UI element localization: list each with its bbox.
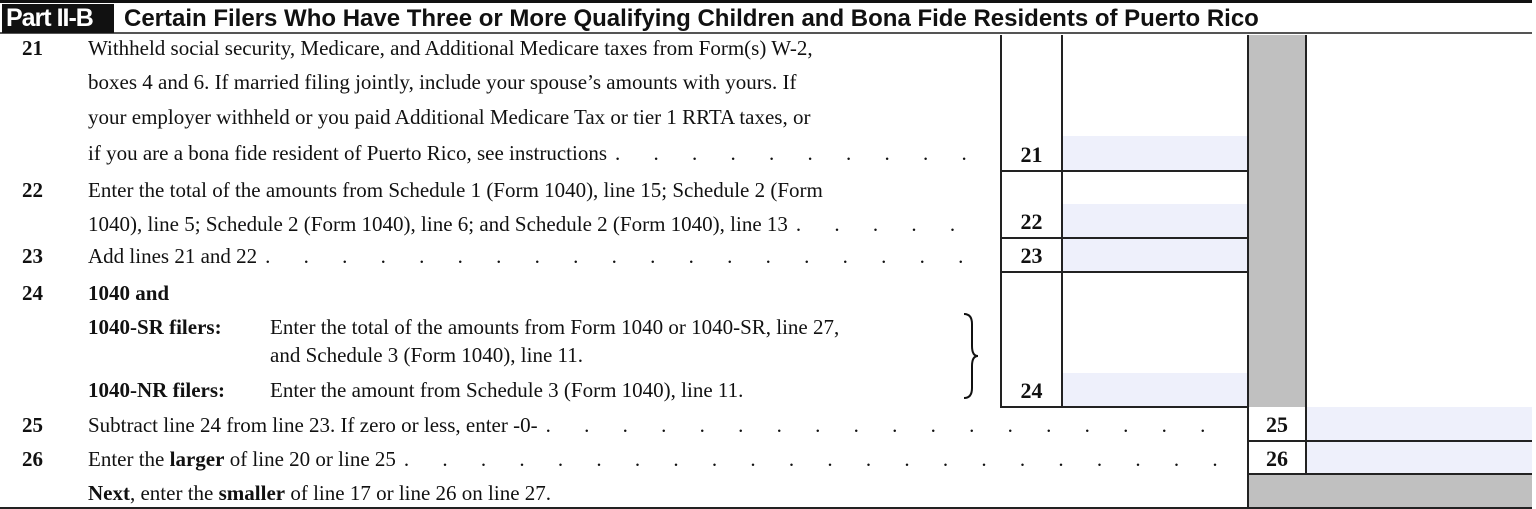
- line-number-21: 21: [22, 36, 43, 60]
- line-24-sr-label: 1040-SR filers:: [88, 315, 222, 339]
- line-21-text-4-content: if you are a bona fide resident of Puert…: [88, 141, 608, 165]
- box-label-25: 25: [1266, 412, 1288, 437]
- line-25-text: Subtract line 24 from line 23. If zero o…: [88, 412, 1233, 438]
- box-label-26: 26: [1266, 446, 1288, 471]
- line-24-heading: 1040 and: [88, 281, 170, 305]
- divider: [1061, 35, 1063, 408]
- box-label-21: 21: [1020, 142, 1043, 167]
- line-number-24: 24: [22, 281, 43, 305]
- divider: [1000, 170, 1248, 172]
- line-26-text: Enter the larger of line 20 or line 25 . …: [88, 446, 1233, 472]
- leader-dots: . . . . . . . . . . . . . . . . . . . . …: [265, 244, 983, 268]
- box-label-23: 23: [1020, 243, 1043, 268]
- line-number-25: 25: [22, 413, 43, 437]
- line-26-bold: larger: [169, 447, 225, 471]
- next-bold-a: Next: [88, 481, 130, 505]
- box-label-24: 24: [1020, 378, 1043, 403]
- box-label-22: 22: [1020, 209, 1043, 234]
- next-text-b: of line 17 or line 26 on line 27.: [285, 481, 552, 505]
- part-header: Part II-B Certain Filers Who Have Three …: [0, 0, 1532, 34]
- line-25-input[interactable]: [1307, 407, 1532, 441]
- divider: [1000, 35, 1002, 408]
- leader-dots: . . . . . . . . . . . . . . . . . . . . …: [545, 413, 1233, 437]
- line-21-input[interactable]: [1063, 136, 1248, 170]
- divider: [1248, 473, 1532, 475]
- line-26-text-a: Enter the: [88, 447, 170, 471]
- part-label: Part II-B: [2, 4, 114, 33]
- line-26-input[interactable]: [1307, 442, 1532, 474]
- line-23-text-content: Add lines 21 and 22: [88, 244, 258, 268]
- part-title: Certain Filers Who Have Three or More Qu…: [124, 5, 1259, 32]
- divider: [1248, 440, 1532, 442]
- divider: [1000, 237, 1248, 239]
- line-number-23: 23: [22, 244, 43, 268]
- line-22-text-2: 1040), line 5; Schedule 2 (Form 1040), l…: [88, 211, 983, 237]
- line-number-22: 22: [22, 178, 43, 202]
- divider: [1000, 271, 1248, 273]
- right-brace-icon: [963, 313, 979, 399]
- line-23-text: Add lines 21 and 22 . . . . . . . . . . .…: [88, 243, 983, 269]
- line-24-input[interactable]: [1063, 373, 1248, 407]
- shaded-column: [1248, 35, 1306, 407]
- next-bold-b: smaller: [218, 481, 286, 505]
- line-number-26: 26: [22, 447, 43, 471]
- line-24-nr-text: Enter the amount from Schedule 3 (Form 1…: [270, 378, 744, 402]
- line-24-sr-text-1: Enter the total of the amounts from Form…: [270, 315, 840, 339]
- line-21-text-4: if you are a bona fide resident of Puert…: [88, 140, 983, 166]
- line-26-text-b: of line 20 or line 25: [224, 447, 396, 471]
- divider: [1305, 35, 1307, 474]
- leader-dots: . . . . . . . . . . . . . . . . . . . . …: [403, 447, 1233, 471]
- leader-dots: . . . . . . . . . . . . . . . . . . . .: [615, 141, 983, 165]
- line-21-text-3: your employer withheld or you paid Addit…: [88, 105, 811, 129]
- leader-dots: . . . . . . . . . . . . . . . . . . . .: [795, 212, 983, 236]
- next-text-a: , enter the: [129, 481, 219, 505]
- line-22-input[interactable]: [1063, 204, 1248, 238]
- next-instruction: Next, enter the smaller of line 17 or li…: [88, 480, 551, 506]
- line-21-text-1: Withheld social security, Medicare, and …: [88, 36, 813, 60]
- line-23-input[interactable]: [1063, 239, 1248, 272]
- bottom-rule: [0, 507, 1532, 509]
- shaded-cell: [1248, 474, 1532, 508]
- line-25-text-content: Subtract line 24 from line 23. If zero o…: [88, 413, 538, 437]
- line-22-text-1: Enter the total of the amounts from Sche…: [88, 178, 823, 202]
- divider: [1000, 406, 1248, 408]
- line-22-text-2-content: 1040), line 5; Schedule 2 (Form 1040), l…: [88, 212, 788, 236]
- line-24-nr-label: 1040-NR filers:: [88, 378, 226, 402]
- line-24-sr-text-2: and Schedule 3 (Form 1040), line 11.: [270, 343, 584, 367]
- divider: [1247, 35, 1249, 508]
- line-21-text-2: boxes 4 and 6. If married filing jointly…: [88, 70, 797, 94]
